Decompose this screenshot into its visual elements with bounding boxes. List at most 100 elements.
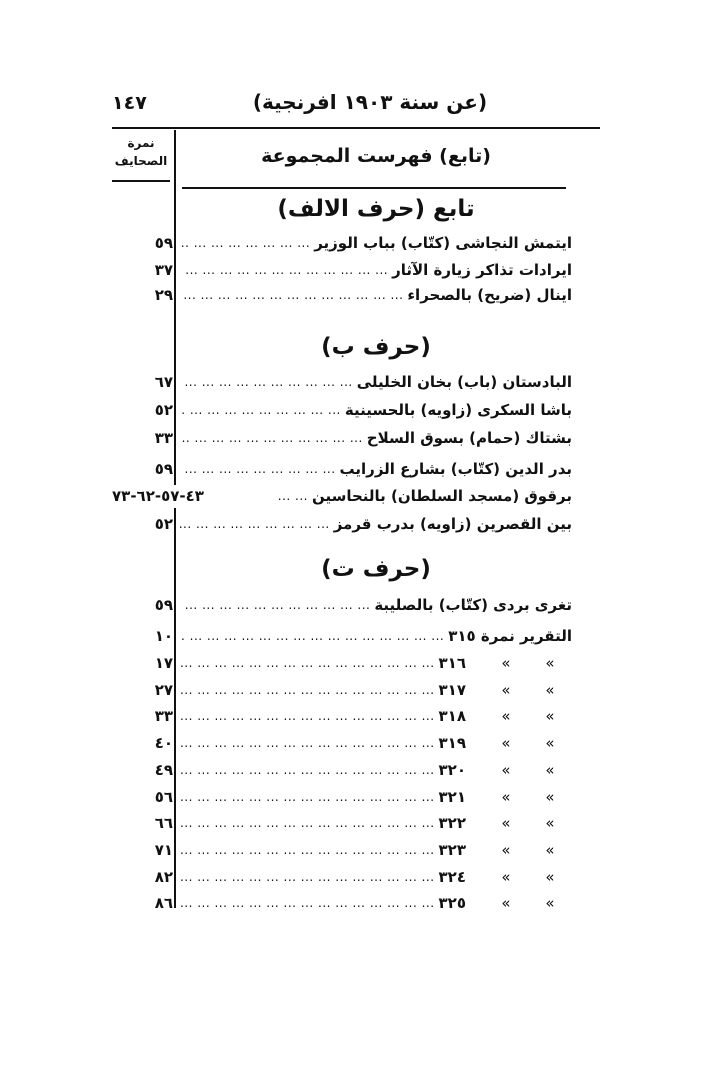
entry-pages: ٣٣ [154,707,173,726]
page-number: ١٤٧ [112,92,147,114]
entry-content: ايرادات تذاكر زيارة الآثار... ... ... ..… [180,261,572,279]
entry-pages: ٨٦ [154,894,173,913]
ditto-mark: » [501,707,511,726]
entry-content: » » ٣٢٣... ... ... ... ... ... ... ... ...… [180,841,572,859]
leader-dots: ... ... ... ... ... ... ... ... ... ... … [272,489,308,503]
entry-label: بدر الدين (كتّاب) بشارع الزرايب [339,460,572,478]
ditto-mark: » [545,787,555,806]
section-heading: (حرف ت) [321,556,431,582]
ditto-mark: » [545,734,555,753]
report-number: ٣٢١ [438,787,466,806]
report-number: ٣٢٥ [438,894,466,913]
pages-column-header-line1: نمرة [127,136,155,150]
leader-dots: ... ... ... ... ... ... ... ... ... ... … [180,236,311,250]
pages-column-header: نمرة الصحايف [110,134,172,170]
entry-label: بشتاك (حمام) بسوق السلاح [366,429,572,447]
entry-content: » » ٣١٧... ... ... ... ... ... ... ... ...… [180,681,572,699]
index-entry: » » ٣٢٥... ... ... ... ... ... ... ... ...… [112,891,572,915]
ditto-mark: » [545,894,555,913]
column-divider [174,130,176,485]
ditto-mark: » [545,654,555,672]
entry-content: اينال (ضريح) بالصحراء... ... ... ... ...… [180,286,572,304]
entry-content: » » ٣٢٢... ... ... ... ... ... ... ... ...… [180,814,572,832]
entry-pages: ٤٣-٥٧-٦٢-٧٣ [112,487,204,505]
entry-content: باشا السكرى (زاويه) بالحسينية... ... ...… [180,401,572,419]
ditto-mark: » [545,840,555,859]
index-entry: » » ٣٢٤... ... ... ... ... ... ... ... ...… [112,865,572,889]
leader-dots: ... ... ... ... ... ... ... ... ... ... … [180,682,435,697]
report-number: ٣٢٢ [438,814,466,833]
entry-pages: ٦٧ [154,373,173,391]
leader-dots: ... ... ... ... ... ... ... ... ... ... … [180,736,435,751]
index-entry: بشتاك (حمام) بسوق السلاح... ... ... ... … [112,426,572,450]
entry-pages: ٥٩ [154,460,173,478]
running-title: (عن سنة ١٩٠٣ افرنجية) [252,90,488,114]
index-entry: اينال (ضريح) بالصحراء... ... ... ... ...… [112,283,572,307]
column-divider [174,508,176,908]
ditto-mark: » [545,867,555,886]
entry-content: » » ٣١٩... ... ... ... ... ... ... ... ...… [180,734,572,752]
index-header: (تابع) فهرست المجموعة [261,145,491,167]
entry-label: التقرير نمرة ٣١٥ [448,627,572,645]
entry-pages: ٥٦ [154,787,173,806]
entry-content: بدر الدين (كتّاب) بشارع الزرايب... ... .… [180,460,572,478]
ditto-mark: » [501,894,511,913]
index-entry: تغرى بردى (كتّاب) بالصليبة... ... ... ..… [112,593,572,617]
ditto-mark: » [501,867,511,886]
leader-dots: ... ... ... ... ... ... ... ... ... ... … [180,816,435,831]
index-entry: ايرادات تذاكر زيارة الآثار... ... ... ..… [112,258,572,282]
entry-label: بين القصرين (زاويه) بدرب قرمز [333,515,572,533]
index-entry: » » ٣٢٠... ... ... ... ... ... ... ... ...… [112,758,572,782]
entry-content: » » ٣٢١... ... ... ... ... ... ... ... ...… [180,788,572,806]
entry-label: اينال (ضريح) بالصحراء [407,286,572,304]
ditto-mark: » [501,840,511,859]
entry-pages: ٥٢ [154,401,173,419]
header-rule [112,127,600,129]
leader-dots: ... ... ... ... ... ... ... ... ... ... … [180,403,341,417]
pages-column-header-line2: الصحايف [114,154,168,168]
report-number: ٣٢٣ [438,840,466,859]
leader-dots: ... ... ... ... ... ... ... ... ... ... … [180,629,445,643]
entry-pages: ٨٢ [154,867,173,886]
pages-header-rule [112,180,170,182]
index-entry: » » ٣١٩... ... ... ... ... ... ... ... ...… [112,731,572,755]
index-entry: برقوق (مسجد السلطان) بالنحاسين... ... ..… [112,484,572,508]
ditto-mark: » [501,680,511,699]
entry-label: ايرادات تذاكر زيارة الآثار [392,261,572,279]
entry-content: » » ٣١٨... ... ... ... ... ... ... ... ...… [180,707,572,725]
index-entry: التقرير نمرة ٣١٥... ... ... ... ... ... … [112,624,572,648]
entry-content: » » ٣٢٤... ... ... ... ... ... ... ... ...… [180,868,572,886]
leader-dots: ... ... ... ... ... ... ... ... ... ... … [180,869,435,884]
index-entry: » » ٣٢١... ... ... ... ... ... ... ... ...… [112,785,572,809]
entry-content: التقرير نمرة ٣١٥... ... ... ... ... ... … [180,627,572,645]
report-number: ٣١٦ [438,654,466,672]
entry-label: برقوق (مسجد السلطان) بالنحاسين [311,487,572,505]
leader-dots: ... ... ... ... ... ... ... ... ... ... … [180,656,435,670]
entry-content: » » ٣٢٠... ... ... ... ... ... ... ... ...… [180,761,572,779]
leader-dots: ... ... ... ... ... ... ... ... ... ... … [180,375,353,389]
report-number: ٣١٩ [438,734,466,753]
entry-content: بين القصرين (زاويه) بدرب قرمز... ... ...… [180,515,572,533]
entry-content: ايتمش النجاشى (كتّاب) بباب الوزير... ...… [180,234,572,252]
entry-label: البادستان (باب) بخان الخليلى [356,373,572,391]
entry-pages: ١٧ [154,654,173,672]
index-entry: » » ٣١٨... ... ... ... ... ... ... ... ...… [112,704,572,728]
entry-label: ايتمش النجاشى (كتّاب) بباب الوزير [314,234,572,252]
index-entry: بدر الدين (كتّاب) بشارع الزرايب... ... .… [112,457,572,481]
index-entry: ايتمش النجاشى (كتّاب) بباب الوزير... ...… [112,231,572,255]
entry-content: برقوق (مسجد السلطان) بالنحاسين... ... ..… [272,487,572,505]
ditto-mark: » [501,787,511,806]
index-entry: » » ٣١٦... ... ... ... ... ... ... ... ...… [112,651,572,675]
index-entry: » » ٣١٧... ... ... ... ... ... ... ... ...… [112,678,572,702]
entry-label: تغرى بردى (كتّاب) بالصليبة [374,596,572,614]
entry-pages: ٥٩ [154,234,173,252]
ditto-mark: » [501,734,511,753]
leader-dots: ... ... ... ... ... ... ... ... ... ... … [180,762,435,777]
leader-dots: ... ... ... ... ... ... ... ... ... ... … [180,431,363,445]
leader-dots: ... ... ... ... ... ... ... ... ... ... … [180,789,435,804]
entry-pages: ٥٢ [154,515,173,533]
entry-pages: ٤٩ [154,760,173,779]
entry-content: تغرى بردى (كتّاب) بالصليبة... ... ... ..… [180,596,572,614]
leader-dots: ... ... ... ... ... ... ... ... ... ... … [180,842,435,857]
leader-dots: ... ... ... ... ... ... ... ... ... ... … [180,462,336,476]
